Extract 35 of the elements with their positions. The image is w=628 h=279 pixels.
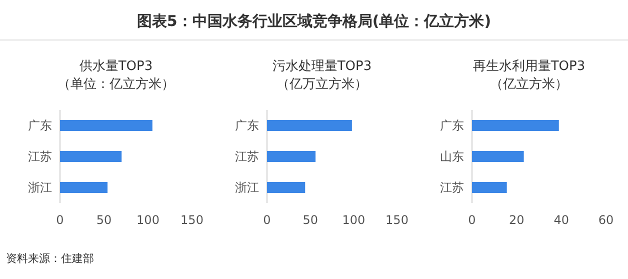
x-tick-label: 100 — [342, 213, 366, 227]
x-tick-label: 150 — [386, 213, 408, 227]
bar — [472, 182, 507, 193]
y-tick-label: 山东 — [440, 150, 464, 164]
x-tick-label: 20 — [509, 213, 524, 227]
bar — [60, 151, 122, 162]
y-tick-label: 广东 — [440, 118, 464, 132]
chart-title: 供水量TOP3 （单位：亿立方米） — [58, 59, 174, 92]
bar — [267, 182, 306, 193]
x-tick-label: 40 — [554, 213, 569, 227]
x-tick-label: 100 — [136, 213, 160, 227]
x-tick-label: 0 — [263, 213, 271, 227]
y-tick-label: 浙江 — [28, 180, 52, 194]
chart-title: 再生水利用量TOP3 （亿立方米） — [472, 59, 586, 92]
y-tick-label: 江苏 — [235, 150, 259, 164]
x-tick-label: 150 — [180, 213, 204, 227]
y-tick-label: 江苏 — [440, 180, 464, 194]
text: 资料来源：住建部 — [6, 252, 94, 265]
x-tick-label: 50 — [96, 213, 112, 227]
x-tick-label: 0 — [56, 213, 64, 227]
chart-title: 污水处理量TOP3 （亿万立方米） — [272, 59, 372, 92]
bar — [267, 151, 316, 162]
x-tick-label: 60 — [598, 213, 614, 227]
bar — [60, 182, 108, 193]
bar — [60, 120, 152, 131]
x-tick-label: 50 — [302, 213, 318, 227]
y-tick-label: 浙江 — [235, 180, 259, 194]
bar — [267, 120, 352, 131]
text: 图表5：中国水务行业区域竞争格局(单位：亿立方米) — [136, 12, 492, 30]
bar — [472, 151, 524, 162]
y-tick-label: 广东 — [28, 118, 52, 132]
bar — [472, 120, 559, 131]
x-tick-label: 0 — [468, 213, 476, 227]
y-tick-label: 广东 — [235, 118, 259, 132]
y-tick-label: 江苏 — [28, 150, 52, 164]
